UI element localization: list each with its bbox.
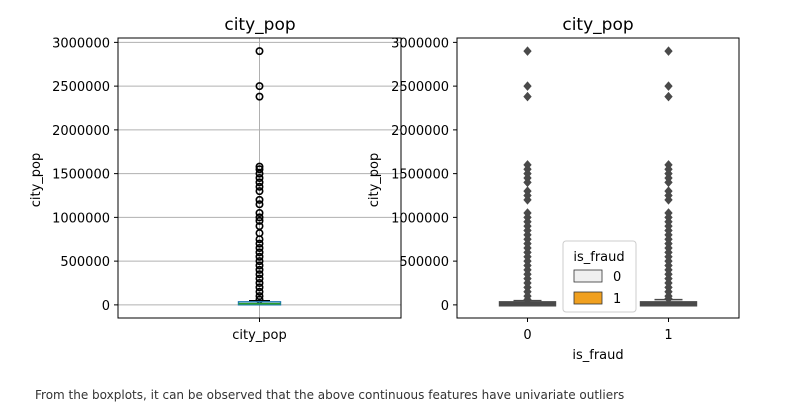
right-outlier-point — [664, 46, 673, 56]
right-ytick-label: 1500000 — [391, 168, 449, 183]
left-chart-ylabel: city_pop — [29, 153, 44, 208]
right-chart-title: city_pop — [562, 15, 633, 35]
left-outlier-point — [255, 47, 264, 56]
right-ytick-label: 1000000 — [391, 211, 449, 226]
left-outlier-point — [255, 178, 264, 187]
left-xtick-label: city_pop — [232, 328, 287, 343]
left-outlier-point — [255, 252, 264, 261]
left-outlier-point — [255, 257, 264, 266]
left-outlier-point — [255, 165, 264, 174]
legend: is_fraud 0 1 — [562, 240, 637, 313]
right-outlier-point — [523, 91, 532, 102]
right-ytick-label: 2000000 — [391, 124, 449, 139]
left-ytick-label: 1000000 — [52, 211, 110, 226]
left-outlier-point — [255, 244, 264, 253]
left-outlier-point — [255, 182, 264, 191]
left-outlier-point — [255, 274, 264, 283]
right-outlier-point — [664, 186, 673, 196]
legend-label-0: 0 — [613, 270, 621, 285]
right-outlier-point — [664, 208, 673, 218]
left-ytick-label: 500000 — [60, 255, 110, 270]
left-outlier-point — [255, 195, 264, 204]
right-outlier-point — [523, 186, 532, 196]
right-chart-ylabel: city_pop — [367, 153, 382, 208]
left-outlier-point — [255, 261, 264, 270]
right-outlier-point — [523, 81, 532, 91]
right-ytick-label: 500000 — [399, 255, 449, 270]
right-xtick-label: 1 — [664, 328, 672, 343]
left-outlier-point — [255, 174, 264, 183]
left-ytick-label: 2500000 — [52, 80, 110, 95]
left-outlier-point — [255, 92, 264, 101]
caption-text: From the boxplots, it can be observed th… — [35, 388, 625, 402]
legend-label-1: 1 — [613, 292, 621, 307]
right-xtick-label: 0 — [523, 328, 531, 343]
left-chart: city_pop city_pop 0 500000 1000000 1500000 2… — [29, 15, 402, 343]
left-outlier-point — [255, 270, 264, 279]
right-outlier-point — [523, 160, 532, 170]
right-outlier-point — [664, 160, 673, 170]
right-ytick-label: 2500000 — [391, 80, 449, 95]
right-ytick-label: 3000000 — [391, 36, 449, 51]
right-outlier-point — [664, 91, 673, 102]
right-chart-xlabel: is_fraud — [572, 348, 623, 363]
left-chart-title: city_pop — [224, 15, 295, 35]
left-ytick-label: 2000000 — [52, 124, 110, 139]
legend-swatch-1 — [573, 291, 603, 305]
left-ytick-label: 1500000 — [52, 168, 110, 183]
right-plot-frame — [456, 37, 740, 319]
left-outlier-point — [255, 287, 264, 296]
left-outlier-point — [255, 162, 264, 171]
right-ytick-label: 0 — [441, 299, 449, 314]
left-outlier-point — [255, 248, 264, 257]
left-outlier-point — [255, 292, 264, 301]
legend-swatch-0 — [573, 269, 603, 283]
right-chart: city_pop city_pop 0 500000 1000000 1500000 2… — [367, 15, 740, 363]
left-outlier-point — [255, 222, 264, 231]
left-outlier-point — [255, 209, 264, 218]
left-outlier-point — [255, 283, 264, 292]
right-outlier-point — [523, 208, 532, 218]
left-ytick-label: 3000000 — [52, 36, 110, 51]
right-outlier-point — [523, 46, 532, 56]
left-outlier-point — [255, 82, 264, 91]
right-outlier-point — [664, 81, 673, 91]
left-outlier-point — [255, 213, 264, 222]
legend-title: is_fraud — [573, 250, 624, 265]
left-outlier-point — [255, 187, 264, 196]
left-ytick-label: 0 — [102, 299, 110, 314]
left-outlier-point — [255, 216, 264, 225]
figure: city_pop city_pop 0500000100000015000002… — [29, 15, 740, 363]
left-outlier-point — [255, 278, 264, 287]
left-outlier-point — [255, 265, 264, 274]
left-outlier-point — [255, 239, 264, 248]
left-outlier-point — [255, 200, 264, 209]
